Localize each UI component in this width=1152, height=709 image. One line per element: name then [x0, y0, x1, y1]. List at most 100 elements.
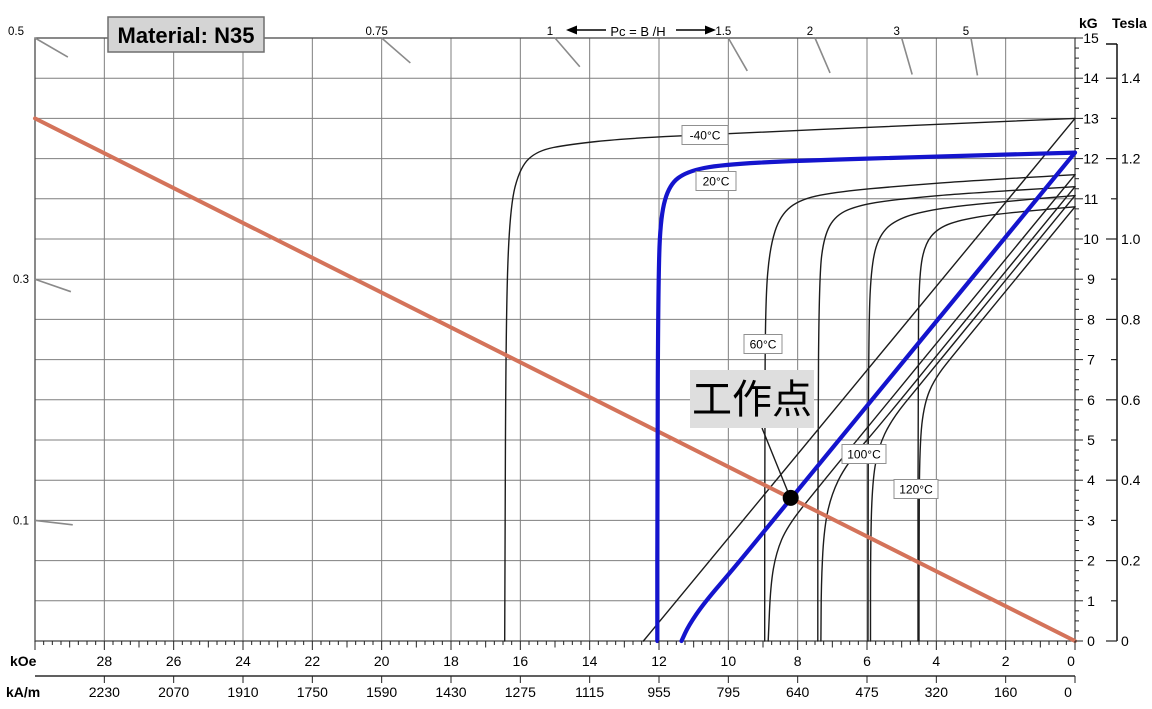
pc-formula-right-arrow	[676, 25, 716, 35]
tesla-tick-label: 1.0	[1121, 231, 1141, 247]
kG-tick-label: 0	[1087, 633, 1095, 649]
kG-tick-label: 1	[1087, 593, 1095, 609]
kG-tick-label: 10	[1083, 231, 1099, 247]
kAm-tick-label: 2070	[158, 684, 189, 700]
kOe-tick-label: 2	[1002, 653, 1010, 669]
pc-value-label: 2	[807, 26, 813, 38]
temp-label: 100°C	[847, 448, 881, 462]
working-point-label: 工作点	[692, 378, 812, 422]
kG-tick-label: 8	[1087, 311, 1095, 327]
kOe-tick-label: 18	[443, 653, 459, 669]
temp-label-box	[893, 479, 939, 499]
kG-tick-label: 7	[1087, 352, 1095, 368]
kAm-tick-label: 1910	[227, 684, 258, 700]
kG-unit-label: kG	[1079, 15, 1098, 31]
pc-tick-stub	[970, 37, 979, 76]
title-box	[107, 16, 265, 53]
kAm-tick-label: 955	[647, 684, 671, 700]
kG-tick-label: 14	[1083, 70, 1099, 86]
bh-curve-80Cunlabeled-intrinsic	[817, 186, 1076, 642]
pc-value-label: 1.5	[715, 26, 731, 38]
temperature-labels-layer: -40°C 20°C 60°C 100°C 120°C	[681, 125, 939, 499]
kG-tick-label: 11	[1084, 191, 1099, 207]
pc-tick-stub	[381, 37, 411, 64]
kG-tick-label: 15	[1083, 30, 1099, 46]
kG-tick-label: 2	[1087, 553, 1095, 569]
pc-tick-stub	[814, 37, 831, 74]
tesla-tick-label: 0.4	[1121, 472, 1141, 488]
temp-label-box	[841, 444, 887, 464]
kG-tick-label: 13	[1083, 110, 1099, 126]
tesla-unit-label: Tesla	[1112, 15, 1147, 31]
kOe-tick-label: 14	[582, 653, 598, 669]
kAm-tick-label: 160	[994, 684, 1018, 700]
working-point-leader-line	[761, 427, 790, 495]
kOe-tick-label: 20	[374, 653, 390, 669]
kOe-tick-label: 26	[166, 653, 182, 669]
pc-tick-stub	[34, 278, 72, 293]
kOe-tick-label: 8	[794, 653, 802, 669]
bh-curve-80Cunlabeled-normal	[820, 186, 1076, 642]
tesla-tick-label: 0.2	[1121, 553, 1141, 569]
tesla-tick-label: 1.4	[1121, 70, 1141, 86]
kOe-tick-label: 10	[721, 653, 737, 669]
kOe-tick-label: 12	[651, 653, 667, 669]
kG-tick-label: 9	[1087, 271, 1095, 287]
kOe-tick-label: 6	[863, 653, 871, 669]
kG-tick-label: 12	[1083, 151, 1099, 167]
kG-tick-label: 3	[1087, 512, 1095, 528]
kAm-tick-label: 1115	[575, 684, 604, 700]
kG-tick-label: 4	[1087, 472, 1095, 488]
kAm-tick-label: 1750	[297, 684, 328, 700]
bh-curve-120C-intrinsic	[917, 206, 1076, 642]
tesla-tick-label: 0.8	[1121, 311, 1141, 327]
tesla-tick-label: 0	[1121, 633, 1129, 649]
pc-tick-stub	[900, 37, 913, 75]
kAm-tick-label: 2230	[89, 684, 120, 700]
kAm-tick-label: 1590	[366, 684, 397, 700]
temp-label-box	[743, 334, 783, 354]
kG-tick-label: 6	[1087, 392, 1095, 408]
bh-curve-100C-intrinsic	[867, 194, 1076, 642]
kOe-tick-label: 4	[932, 653, 940, 669]
bh-curve--40C-intrinsic	[504, 117, 1076, 642]
temp-label: 60°C	[750, 338, 777, 352]
bh-curve-60C-normal	[767, 174, 1076, 642]
pc-tick-stub	[727, 37, 748, 72]
kOe-unit-label: kOe	[10, 653, 37, 669]
working-point-dot	[782, 489, 799, 506]
temp-label: 120°C	[899, 483, 933, 497]
curves-layer	[33, 116, 1078, 644]
pc-value-label: 3	[893, 26, 899, 38]
pc-value-label: 0.3	[13, 274, 29, 286]
kAm-tick-label: 0	[1064, 684, 1072, 700]
kAm-tick-label: 1275	[505, 684, 536, 700]
kOe-tick-label: 24	[235, 653, 251, 669]
temp-label-box	[695, 171, 737, 191]
kOe-tick-label: 16	[513, 653, 529, 669]
pc-formula-left-arrow	[566, 25, 606, 35]
pc-tick-stub	[34, 37, 69, 58]
bh-curve-20C-intrinsic	[655, 150, 1078, 644]
kAm-tick-label: 320	[925, 684, 949, 700]
kOe-tick-label: 0	[1067, 653, 1075, 669]
temp-label: -40°C	[690, 129, 721, 143]
pc-tick-stub	[554, 37, 581, 68]
pc-value-label: 5	[963, 26, 969, 38]
tesla-tick-label: 0.6	[1121, 392, 1141, 408]
temp-label: 20°C	[703, 175, 730, 189]
bh-curve-100C-normal	[869, 194, 1076, 642]
pc-formula-label: Pc = B /H	[610, 24, 665, 39]
pc-scale-layer: 0.5 0.75 1 1.5 2 3 5 0.3 0.1	[8, 26, 979, 527]
kAm-tick-label: 1430	[435, 684, 466, 700]
pc-value-label: 0.5	[8, 26, 24, 38]
kAm-unit-label: kA/m	[6, 684, 40, 700]
kOe-tick-label: 28	[97, 653, 113, 669]
kOe-tick-label: 22	[305, 653, 321, 669]
temp-label-box	[681, 125, 729, 145]
working-point-label-box	[690, 370, 814, 428]
kAm-tick-label: 795	[717, 684, 741, 700]
kG-tick-label: 5	[1087, 432, 1095, 448]
